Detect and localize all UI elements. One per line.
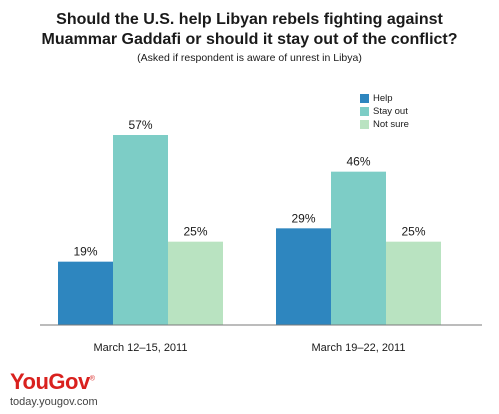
legend-item-stay-out: Stay out — [360, 105, 409, 118]
bar-not-sure-group-2 — [386, 241, 441, 325]
legend-swatch-stay-out — [360, 107, 369, 116]
legend-label-help: Help — [373, 93, 393, 104]
data-label-help-group-1: 19% — [73, 245, 97, 259]
bar-not-sure-group-1 — [168, 241, 223, 325]
bar-stay-out-group-2 — [331, 171, 386, 325]
data-label-stay-out-group-1: 57% — [128, 118, 152, 132]
bar-help-group-1 — [58, 261, 113, 325]
data-label-not-sure-group-2: 25% — [401, 225, 425, 239]
legend-label-not-sure: Not sure — [373, 119, 409, 130]
chart-title-line-2: Muammar Gaddafi or should it stay out of… — [41, 31, 458, 48]
data-label-stay-out-group-2: 46% — [346, 155, 370, 169]
chart-title-line-1: Should the U.S. help Libyan rebels fight… — [56, 11, 443, 28]
x-tick-label-1: March 12–15, 2011 — [94, 342, 188, 354]
x-tick-label-2: March 19–22, 2011 — [312, 342, 406, 354]
legend-swatch-not-sure — [360, 120, 369, 129]
chart-title: Should the U.S. help Libyan rebels fight… — [0, 10, 499, 50]
data-label-not-sure-group-1: 25% — [183, 225, 207, 239]
legend-label-stay-out: Stay out — [373, 106, 408, 117]
yougov-logo: YouGov® — [10, 369, 95, 394]
source-url: today.yougov.com — [10, 396, 98, 408]
bar-help-group-2 — [276, 228, 331, 325]
bar-stay-out-group-1 — [113, 135, 168, 325]
data-label-help-group-2: 29% — [291, 211, 315, 225]
legend: Help Stay out Not sure — [360, 92, 409, 131]
chart-subtitle: (Asked if respondent is aware of unrest … — [137, 52, 362, 64]
legend-item-help: Help — [360, 92, 409, 105]
legend-item-not-sure: Not sure — [360, 118, 409, 131]
legend-swatch-help — [360, 94, 369, 103]
